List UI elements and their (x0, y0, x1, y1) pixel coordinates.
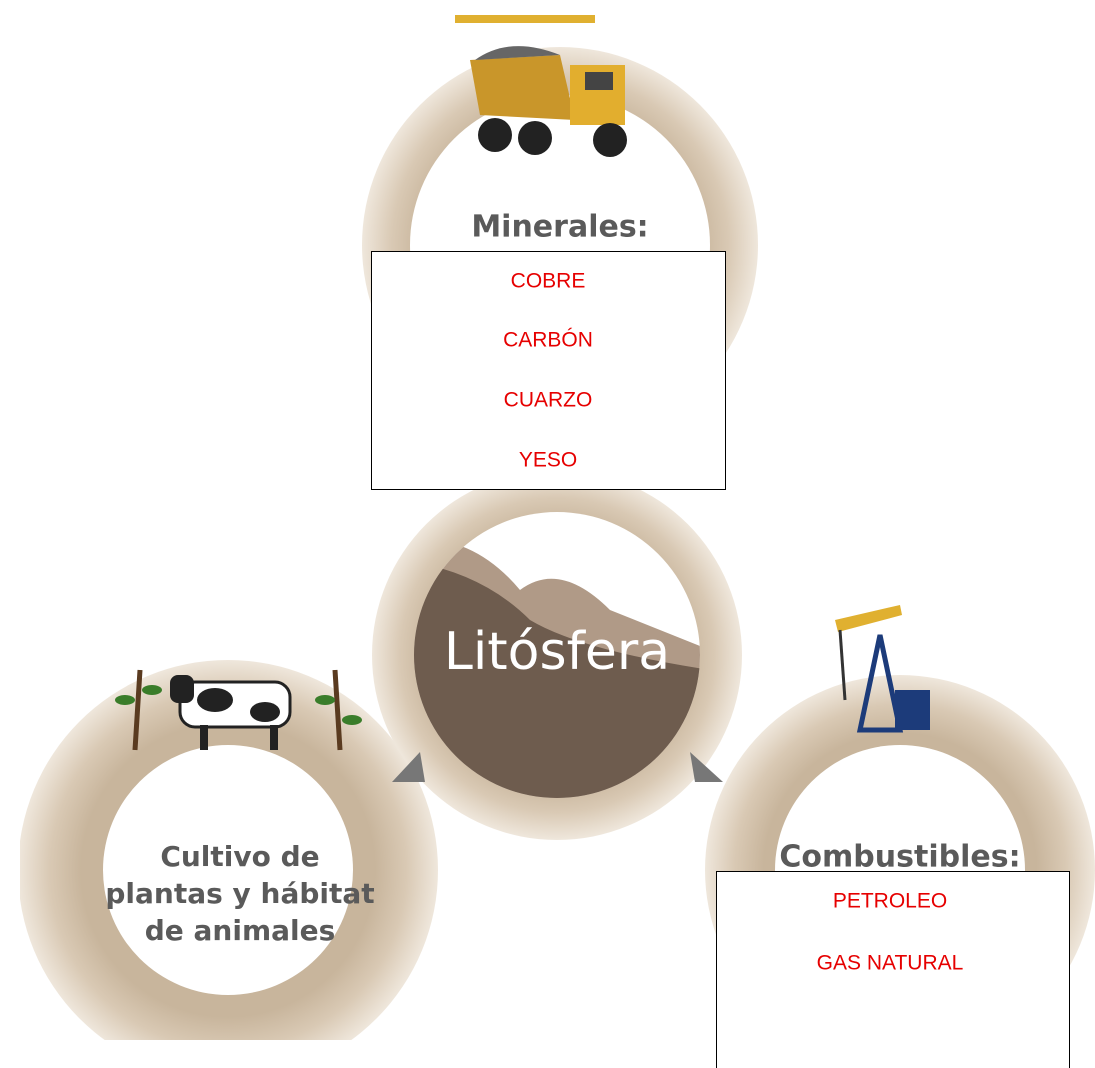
node-line: plantas y hábitat (105, 877, 374, 910)
item: GAS NATURAL (817, 952, 964, 975)
item: CUARZO (504, 389, 593, 412)
node-title: Minerales: (471, 210, 648, 245)
center-label: Litósfera (444, 622, 670, 682)
item: COBRE (511, 270, 586, 293)
diagram: Minerales: Cultivo de plantas y hábitat … (0, 0, 1095, 1068)
node-line: de animales (145, 914, 336, 947)
page: Minerales: Cultivo de plantas y hábitat … (0, 0, 1095, 1068)
item: YESO (519, 449, 577, 472)
combustibles-box: PETROLEO GAS NATURAL (717, 872, 1070, 1068)
item: CARBÓN (503, 329, 593, 352)
node-line: Cultivo de (160, 840, 319, 873)
truck-icon (455, 15, 627, 157)
item: PETROLEO (833, 890, 947, 913)
minerales-box: COBRE CARBÓN CUARZO YESO (372, 252, 726, 490)
node-title: Combustibles: (779, 840, 1020, 875)
